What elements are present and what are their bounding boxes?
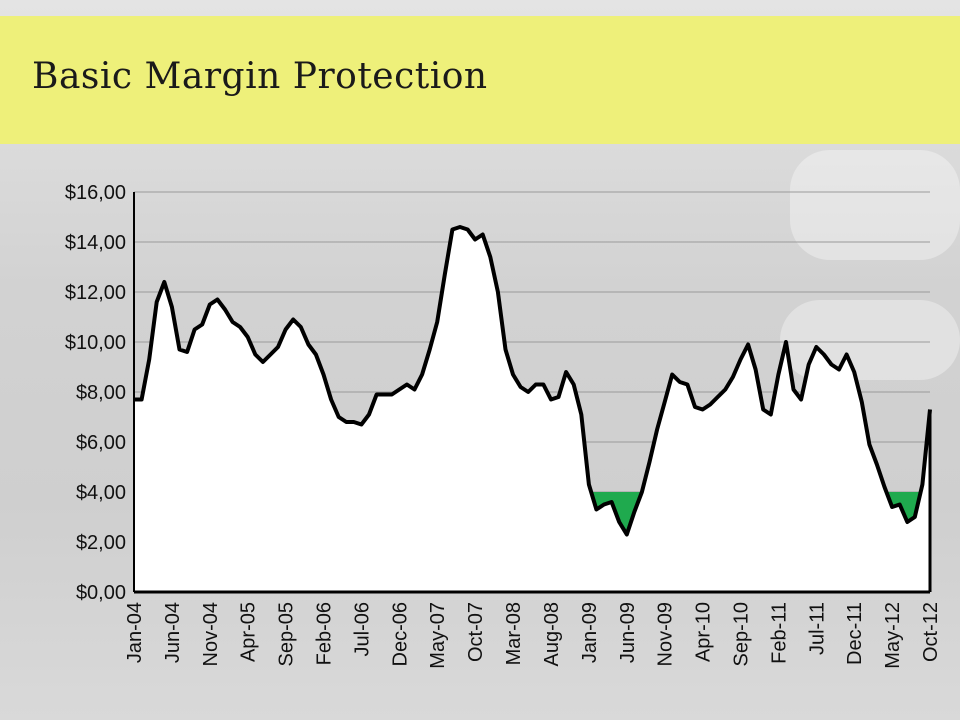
title-band bbox=[0, 16, 960, 144]
x-tick-label: Oct-07 bbox=[465, 602, 487, 662]
x-tick-label: Apr-05 bbox=[238, 602, 260, 662]
x-tick-label: Nov-04 bbox=[200, 602, 222, 666]
x-tick-label: Sep-05 bbox=[276, 602, 298, 667]
x-tick-label: Jan-09 bbox=[579, 602, 601, 663]
y-tick-label: $12,00 bbox=[65, 282, 126, 304]
x-tick-label: Jan-04 bbox=[124, 602, 146, 663]
margin-area-fill bbox=[134, 227, 930, 592]
x-tick-label: Oct-12 bbox=[920, 602, 942, 662]
y-tick-label: $6,00 bbox=[76, 432, 126, 454]
x-tick-label: Jul-11 bbox=[806, 602, 828, 655]
y-tick-label: $10,00 bbox=[65, 332, 126, 354]
x-tick-label: Jun-09 bbox=[617, 602, 639, 663]
y-tick-label: $16,00 bbox=[65, 182, 126, 204]
x-tick-label: May-12 bbox=[882, 602, 904, 669]
x-tick-label: Dec-11 bbox=[844, 602, 866, 665]
x-tick-label: May-07 bbox=[427, 602, 449, 669]
protection-region bbox=[886, 492, 921, 522]
y-tick-label: $4,00 bbox=[76, 482, 126, 504]
x-tick-label: Jun-04 bbox=[162, 602, 184, 663]
y-tick-label: $2,00 bbox=[76, 532, 126, 554]
x-tick-label: Sep-10 bbox=[730, 602, 752, 667]
x-tick-label: Feb-06 bbox=[314, 602, 336, 665]
y-tick-label: $8,00 bbox=[76, 382, 126, 404]
x-tick-label: Aug-08 bbox=[541, 602, 563, 667]
margin-series-line bbox=[134, 225, 932, 537]
x-tick-label: Jul-06 bbox=[351, 602, 373, 656]
x-tick-label: Apr-10 bbox=[693, 602, 715, 662]
x-tick-label: Nov-09 bbox=[655, 602, 677, 666]
y-tick-label: $0,00 bbox=[76, 582, 126, 604]
x-axis-tick-labels: Jan-04 Jun-04 Nov-04 Apr-05 Sep-05 Feb-06 Jul-… bbox=[124, 602, 942, 669]
y-axis-tick-labels: $0,00 $2,00 $4,00 $6,00 $8,00 $10,00 $12,00 $14… bbox=[65, 182, 126, 604]
axes bbox=[133, 192, 932, 594]
x-tick-label: Dec-06 bbox=[389, 602, 411, 666]
y-tick-label: $14,00 bbox=[65, 232, 126, 254]
x-tick-label: Mar-08 bbox=[503, 602, 525, 665]
page-title: Basic Margin Protection bbox=[32, 56, 488, 97]
x-tick-label: Feb-11 bbox=[768, 602, 790, 664]
